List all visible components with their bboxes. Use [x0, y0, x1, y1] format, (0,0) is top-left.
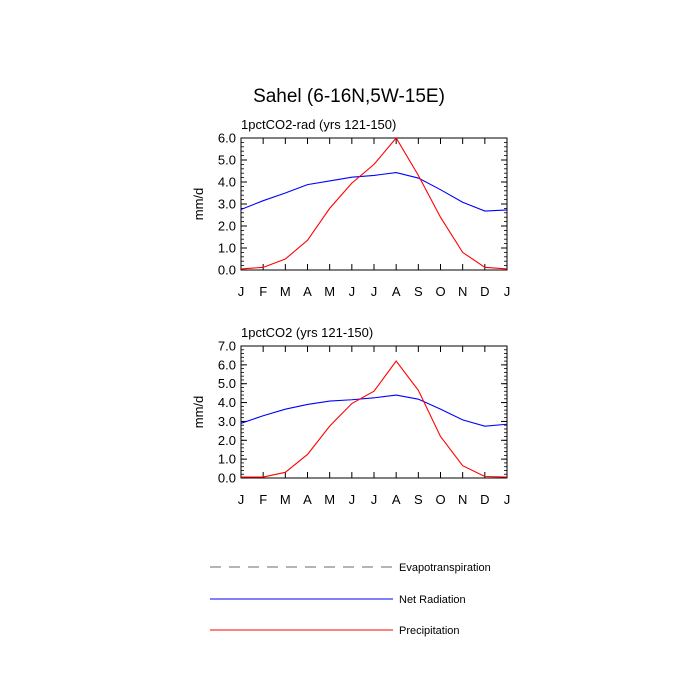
y-axis-label: mm/d	[191, 188, 206, 221]
plot-frame	[240, 345, 508, 479]
legend: Evapotranspiration Net Radiation Precipita…	[210, 562, 491, 637]
x-tick-label: O	[435, 284, 445, 299]
figure-title: Sahel (6-16N,5W-15E)	[253, 86, 445, 107]
x-tick-label: J	[238, 492, 245, 507]
x-tick-label: A	[303, 492, 312, 507]
y-tick-label: 3.0	[218, 414, 236, 429]
x-tick-label: F	[259, 492, 267, 507]
y-tick-label: 6.0	[218, 357, 236, 372]
x-tick-label: M	[324, 492, 335, 507]
chart-panels: 1pctCO2-rad (yrs 121-150) mm/d 0.0 1.0 2.0 3.…	[191, 117, 510, 507]
x-tick-label: F	[259, 284, 267, 299]
panel-title: 1pctCO2-rad (yrs 121-150)	[241, 117, 396, 132]
panel-title: 1pctCO2 (yrs 121-150)	[241, 325, 373, 340]
y-tick-label: 3.0	[218, 197, 236, 212]
y-tick-label: 5.0	[218, 376, 236, 391]
x-tick-label: M	[324, 284, 335, 299]
y-tick-label: 4.0	[218, 175, 236, 190]
y-tick-label: 1.0	[218, 241, 236, 256]
x-tick-label: O	[435, 492, 445, 507]
x-tick-label: A	[392, 492, 401, 507]
x-tick-label: J	[238, 284, 245, 299]
x-tick-label: A	[392, 284, 401, 299]
y-tick-label: 2.0	[218, 433, 236, 448]
x-tick-label: J	[504, 284, 511, 299]
y-tick-label: 4.0	[218, 395, 236, 410]
series-line-precipitation	[241, 360, 508, 478]
y-tick-label: 0.0	[218, 263, 236, 278]
series-line-net-radiation	[240, 394, 508, 427]
x-tick-label: S	[414, 284, 423, 299]
x-tick-label: S	[414, 492, 423, 507]
legend-label-precipitation: Precipitation	[399, 625, 460, 637]
x-tick-label: J	[504, 492, 511, 507]
y-tick-label: 5.0	[218, 153, 236, 168]
legend-label-net-radiation: Net Radiation	[399, 594, 466, 606]
x-tick-label: J	[371, 492, 378, 507]
y-tick-label: 0.0	[218, 471, 236, 486]
x-tick-label: D	[480, 492, 489, 507]
y-axis-label: mm/d	[191, 396, 206, 429]
x-tick-label: A	[303, 284, 312, 299]
x-tick-label: N	[458, 492, 467, 507]
x-tick-label: N	[458, 284, 467, 299]
x-tick-label: M	[280, 492, 291, 507]
chart-panel-2: 1pctCO2 (yrs 121-150) mm/d 0.0 1.0 2.0 3.0 4.0…	[191, 325, 510, 507]
y-tick-label: 2.0	[218, 219, 236, 234]
x-tick-label: J	[371, 284, 378, 299]
x-tick-label: M	[280, 284, 291, 299]
x-tick-label: J	[349, 492, 356, 507]
legend-label-evapotranspiration: Evapotranspiration	[399, 562, 491, 574]
x-tick-label: J	[349, 284, 356, 299]
series-line-precipitation	[240, 137, 508, 270]
series-line-net-radiation	[240, 171, 508, 212]
y-tick-label: 1.0	[218, 452, 236, 467]
chart-panel-1: 1pctCO2-rad (yrs 121-150) mm/d 0.0 1.0 2.0 3.…	[191, 117, 510, 299]
x-tick-label: D	[480, 284, 489, 299]
y-tick-label: 6.0	[218, 131, 236, 146]
y-tick-label: 7.0	[218, 339, 236, 354]
